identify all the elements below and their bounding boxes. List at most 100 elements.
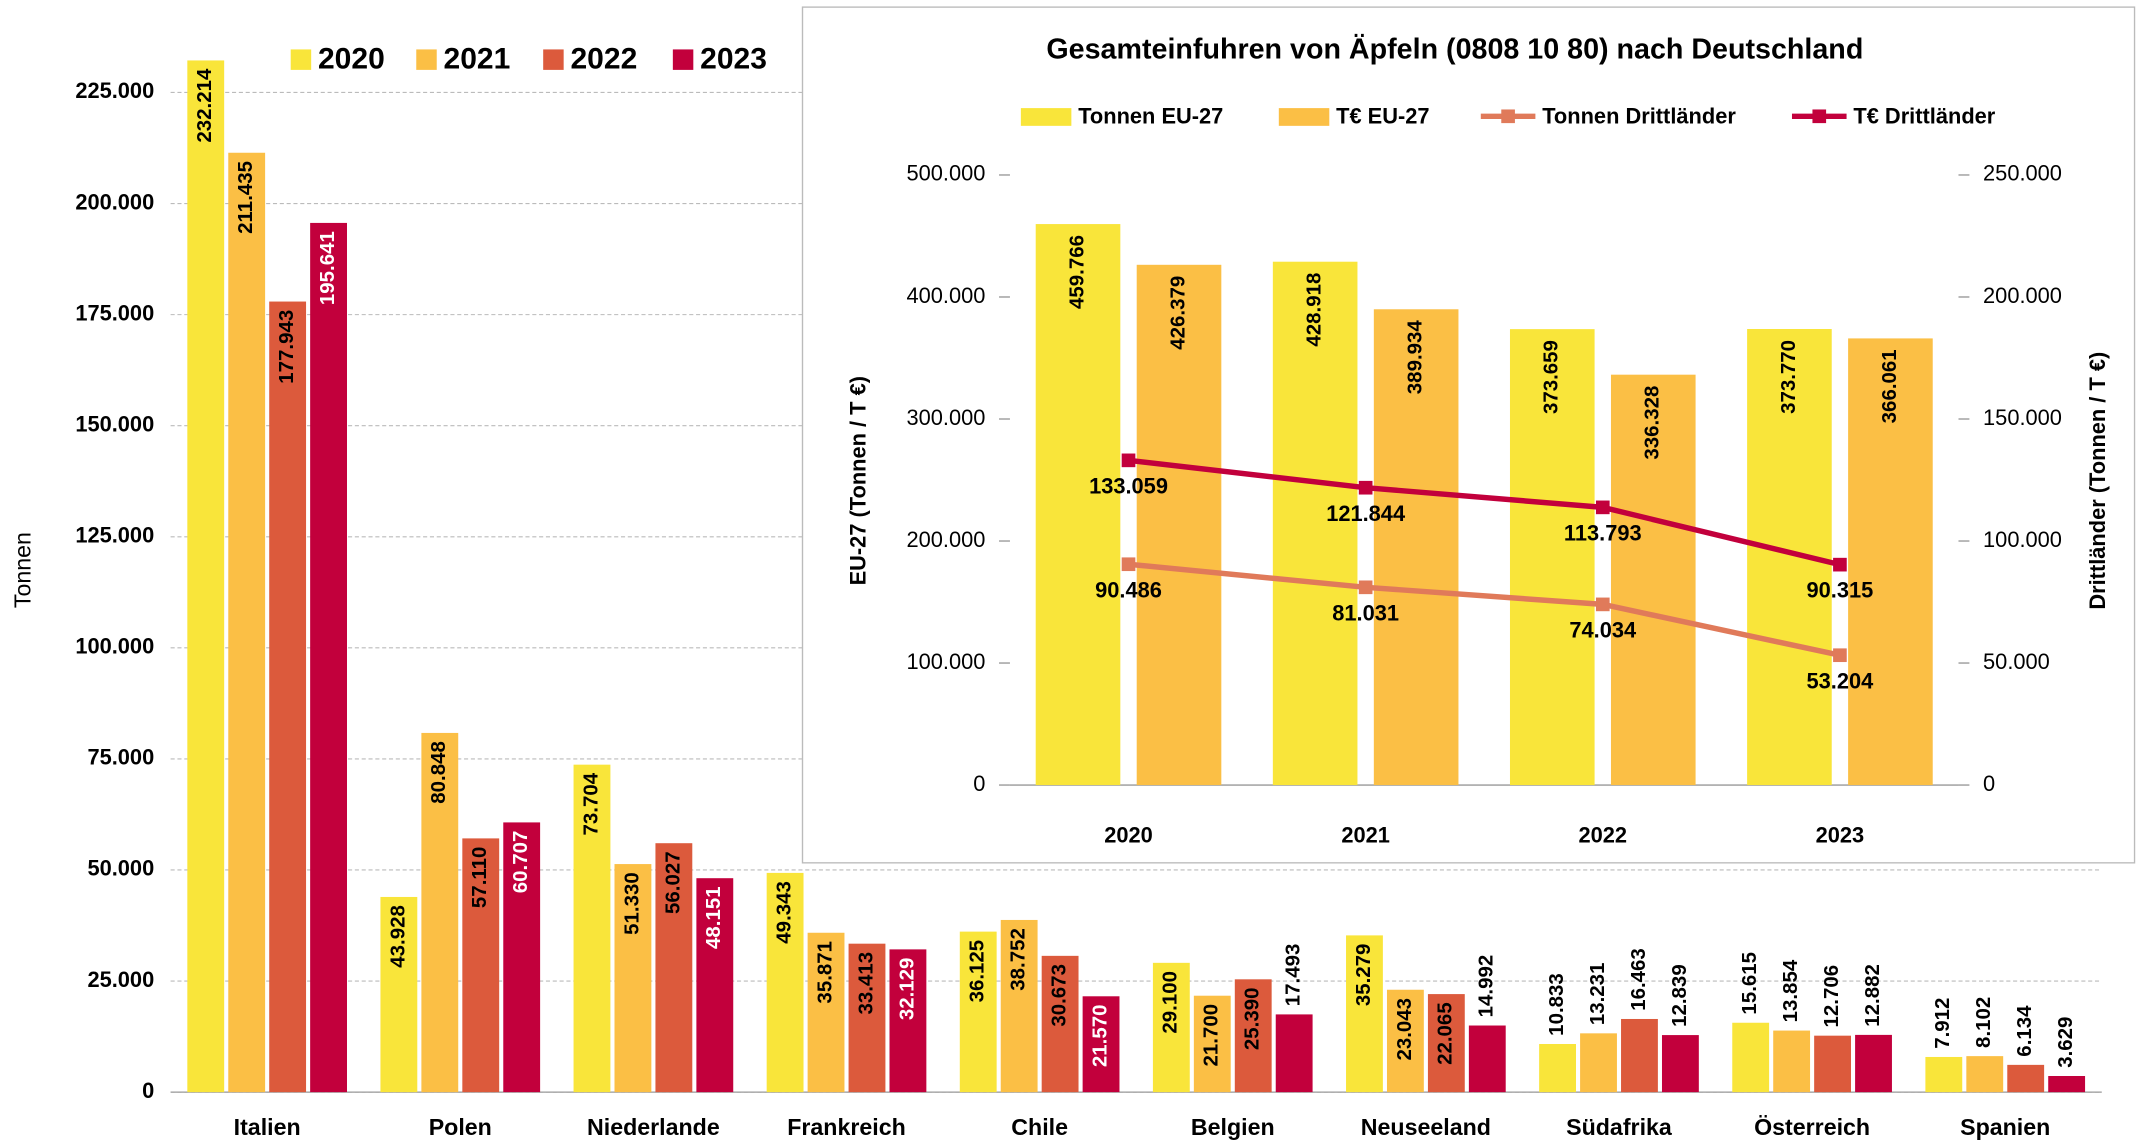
legend-label: T€ EU-27 — [1336, 103, 1429, 128]
value-label: 13.854 — [1779, 959, 1802, 1022]
bar — [2048, 1075, 2086, 1093]
value-label: 133.059 — [1089, 473, 1168, 498]
chart-title: Gesamteinfuhren von Äpfeln (0808 10 80) … — [1046, 32, 1863, 65]
bar — [1580, 1033, 1617, 1093]
value-label: 10.833 — [1545, 973, 1568, 1036]
x-tick-label: Südafrika — [1566, 1114, 1673, 1140]
bar — [1041, 955, 1079, 1093]
bar — [1386, 989, 1424, 1093]
y-tick-label: 150.000 — [75, 411, 154, 436]
line-marker — [1595, 597, 1610, 612]
bar — [1427, 994, 1465, 1093]
bar — [1234, 979, 1272, 1093]
x-tick-label: Neuseeland — [1361, 1114, 1491, 1140]
value-label: 51.330 — [620, 872, 643, 935]
bar — [848, 943, 886, 1093]
x-tick-label: Frankreich — [787, 1114, 906, 1140]
bar — [1509, 329, 1595, 786]
line — [1128, 457, 1841, 568]
x-tick-label: 2022 — [1579, 823, 1628, 848]
legend-label: 2021 — [444, 42, 511, 75]
line-marker — [1358, 480, 1373, 495]
value-label: 195.641 — [316, 231, 339, 305]
value-label: 366.061 — [1878, 349, 1901, 423]
y2-tick-label: 150.000 — [1983, 405, 2062, 430]
value-label: 17.493 — [1282, 944, 1305, 1007]
value-label: 14.992 — [1475, 955, 1498, 1018]
legend-swatch — [1501, 109, 1515, 124]
bar — [1539, 1043, 1576, 1093]
bar — [269, 301, 307, 1093]
bar — [462, 838, 500, 1093]
value-label: 35.871 — [813, 941, 836, 1004]
y-tick-label: 225.000 — [75, 78, 154, 103]
value-label: 459.766 — [1065, 235, 1088, 309]
value-label: 74.034 — [1569, 617, 1637, 642]
x-tick-label: Polen — [429, 1114, 492, 1140]
bar — [187, 60, 225, 1093]
value-label: 90.486 — [1095, 577, 1162, 602]
bar — [1773, 1030, 1811, 1093]
y2-tick-label: 250.000 — [1983, 161, 2062, 186]
bar — [889, 949, 927, 1093]
inset-panel — [801, 6, 2136, 864]
bar — [1272, 261, 1358, 786]
x-tick-label: 2020 — [1104, 823, 1153, 848]
bar — [696, 878, 734, 1093]
bar — [1855, 1034, 1892, 1093]
legend-swatch — [672, 49, 694, 70]
legend-swatch — [416, 49, 437, 70]
value-label: 49.343 — [773, 881, 796, 944]
x-tick-label: 2023 — [1816, 823, 1865, 848]
bar — [1193, 995, 1231, 1093]
bar — [959, 931, 997, 1093]
value-label: 7.912 — [1931, 998, 1954, 1049]
bar — [1136, 264, 1222, 786]
bar — [766, 872, 804, 1093]
x-tick-label: Niederlande — [587, 1114, 720, 1140]
legend-label: Tonnen EU-27 — [1078, 103, 1223, 128]
value-label: 48.151 — [702, 886, 725, 949]
value-label: 373.659 — [1540, 340, 1563, 414]
value-label: 73.704 — [579, 772, 602, 835]
bar — [1966, 1056, 2004, 1093]
bar — [1610, 374, 1696, 786]
value-label: 21.700 — [1200, 1004, 1223, 1067]
bar — [1152, 962, 1190, 1093]
bar — [421, 732, 459, 1093]
value-label: 389.934 — [1404, 320, 1427, 395]
value-label: 8.102 — [1972, 997, 1995, 1048]
bar — [1373, 309, 1459, 786]
value-label: 53.204 — [1807, 668, 1875, 693]
line-marker — [1833, 648, 1847, 663]
value-label: 6.134 — [2013, 1005, 2036, 1057]
value-label: 21.570 — [1088, 1004, 1111, 1067]
legend-swatch — [1812, 109, 1827, 124]
y2-tick-label: 100.000 — [1983, 527, 2062, 552]
y2-tick-label: 200.000 — [1983, 283, 2062, 308]
legend-swatch — [543, 49, 564, 70]
x-tick-label: Spanien — [1960, 1114, 2050, 1140]
x-tick-label: 2021 — [1341, 823, 1390, 848]
value-label: 22.065 — [1434, 1002, 1457, 1065]
bar — [1732, 1022, 1770, 1093]
y-tick-label: 25.000 — [87, 967, 154, 992]
value-label: 25.390 — [1241, 988, 1264, 1051]
bar — [655, 843, 693, 1093]
bar — [573, 764, 611, 1093]
bar — [1000, 919, 1038, 1093]
value-label: 336.328 — [1641, 386, 1664, 460]
value-label: 43.928 — [386, 905, 409, 968]
line-marker — [1833, 557, 1847, 572]
value-label: 23.043 — [1393, 998, 1416, 1061]
line-marker — [1121, 557, 1136, 572]
bar — [807, 932, 845, 1093]
value-label: 211.435 — [234, 161, 257, 234]
value-label: 177.943 — [275, 310, 298, 384]
y-tick-label: 175.000 — [75, 300, 154, 325]
line-marker — [1358, 580, 1373, 595]
y-tick-label: 500.000 — [906, 161, 985, 186]
y2-tick-label: 0 — [1983, 771, 1995, 796]
legend-swatch — [1020, 108, 1072, 126]
